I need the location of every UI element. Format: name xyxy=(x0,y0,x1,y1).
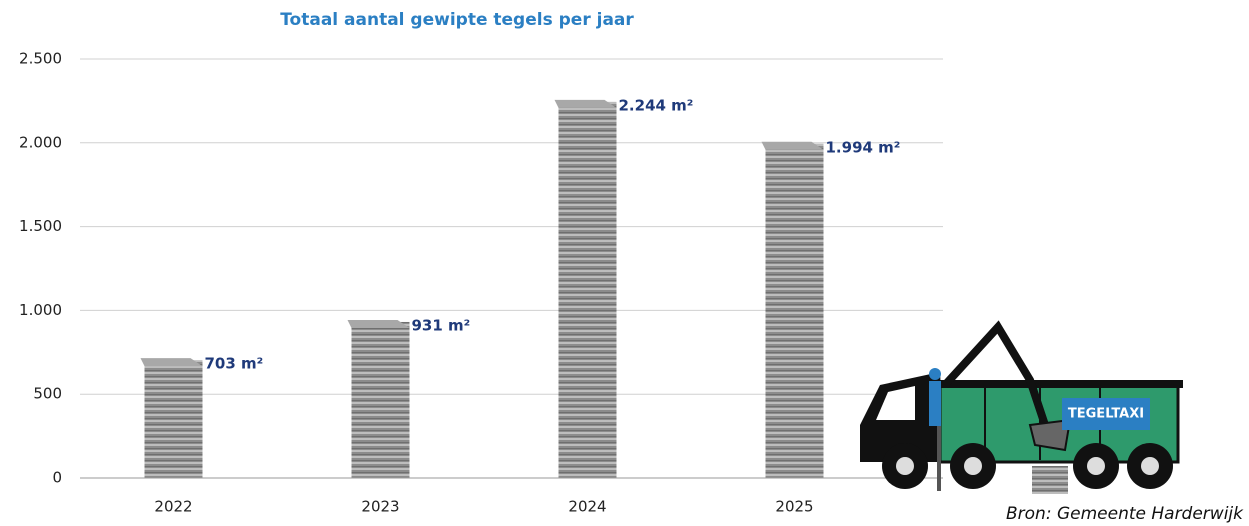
bar-top xyxy=(347,319,410,328)
bar-top xyxy=(554,99,617,108)
source: Bron: Gemeente Harderwijk xyxy=(1006,504,1244,524)
y-tick-label: 1.500 xyxy=(19,217,62,235)
truck-illustration: TEGELTAXI xyxy=(860,320,1183,494)
truck-label: TEGELTAXI xyxy=(1068,407,1144,422)
x-tick-label: 2024 xyxy=(568,498,606,516)
y-tick-label: 500 xyxy=(33,385,62,403)
bar xyxy=(765,143,824,478)
bar xyxy=(558,101,617,478)
value-label: 2.244 m² xyxy=(619,96,694,114)
bar xyxy=(144,360,203,478)
x-tick-label: 2025 xyxy=(775,498,813,516)
bar-top xyxy=(140,358,203,367)
y-tick-label: 2.500 xyxy=(19,50,62,68)
bar xyxy=(351,321,410,478)
y-tick-label: 0 xyxy=(52,469,62,487)
x-tick-label: 2023 xyxy=(361,498,399,516)
value-label: 1.994 m² xyxy=(826,138,901,156)
value-label: 931 m² xyxy=(412,316,471,334)
y-tick-label: 1.000 xyxy=(19,301,62,319)
bar-top xyxy=(761,141,824,150)
x-tick-label: 2022 xyxy=(154,498,192,516)
y-tick-label: 2.000 xyxy=(19,133,62,151)
chart-title: Totaal aantal gewipte tegels per jaar xyxy=(280,10,634,30)
value-label: 703 m² xyxy=(205,355,264,373)
